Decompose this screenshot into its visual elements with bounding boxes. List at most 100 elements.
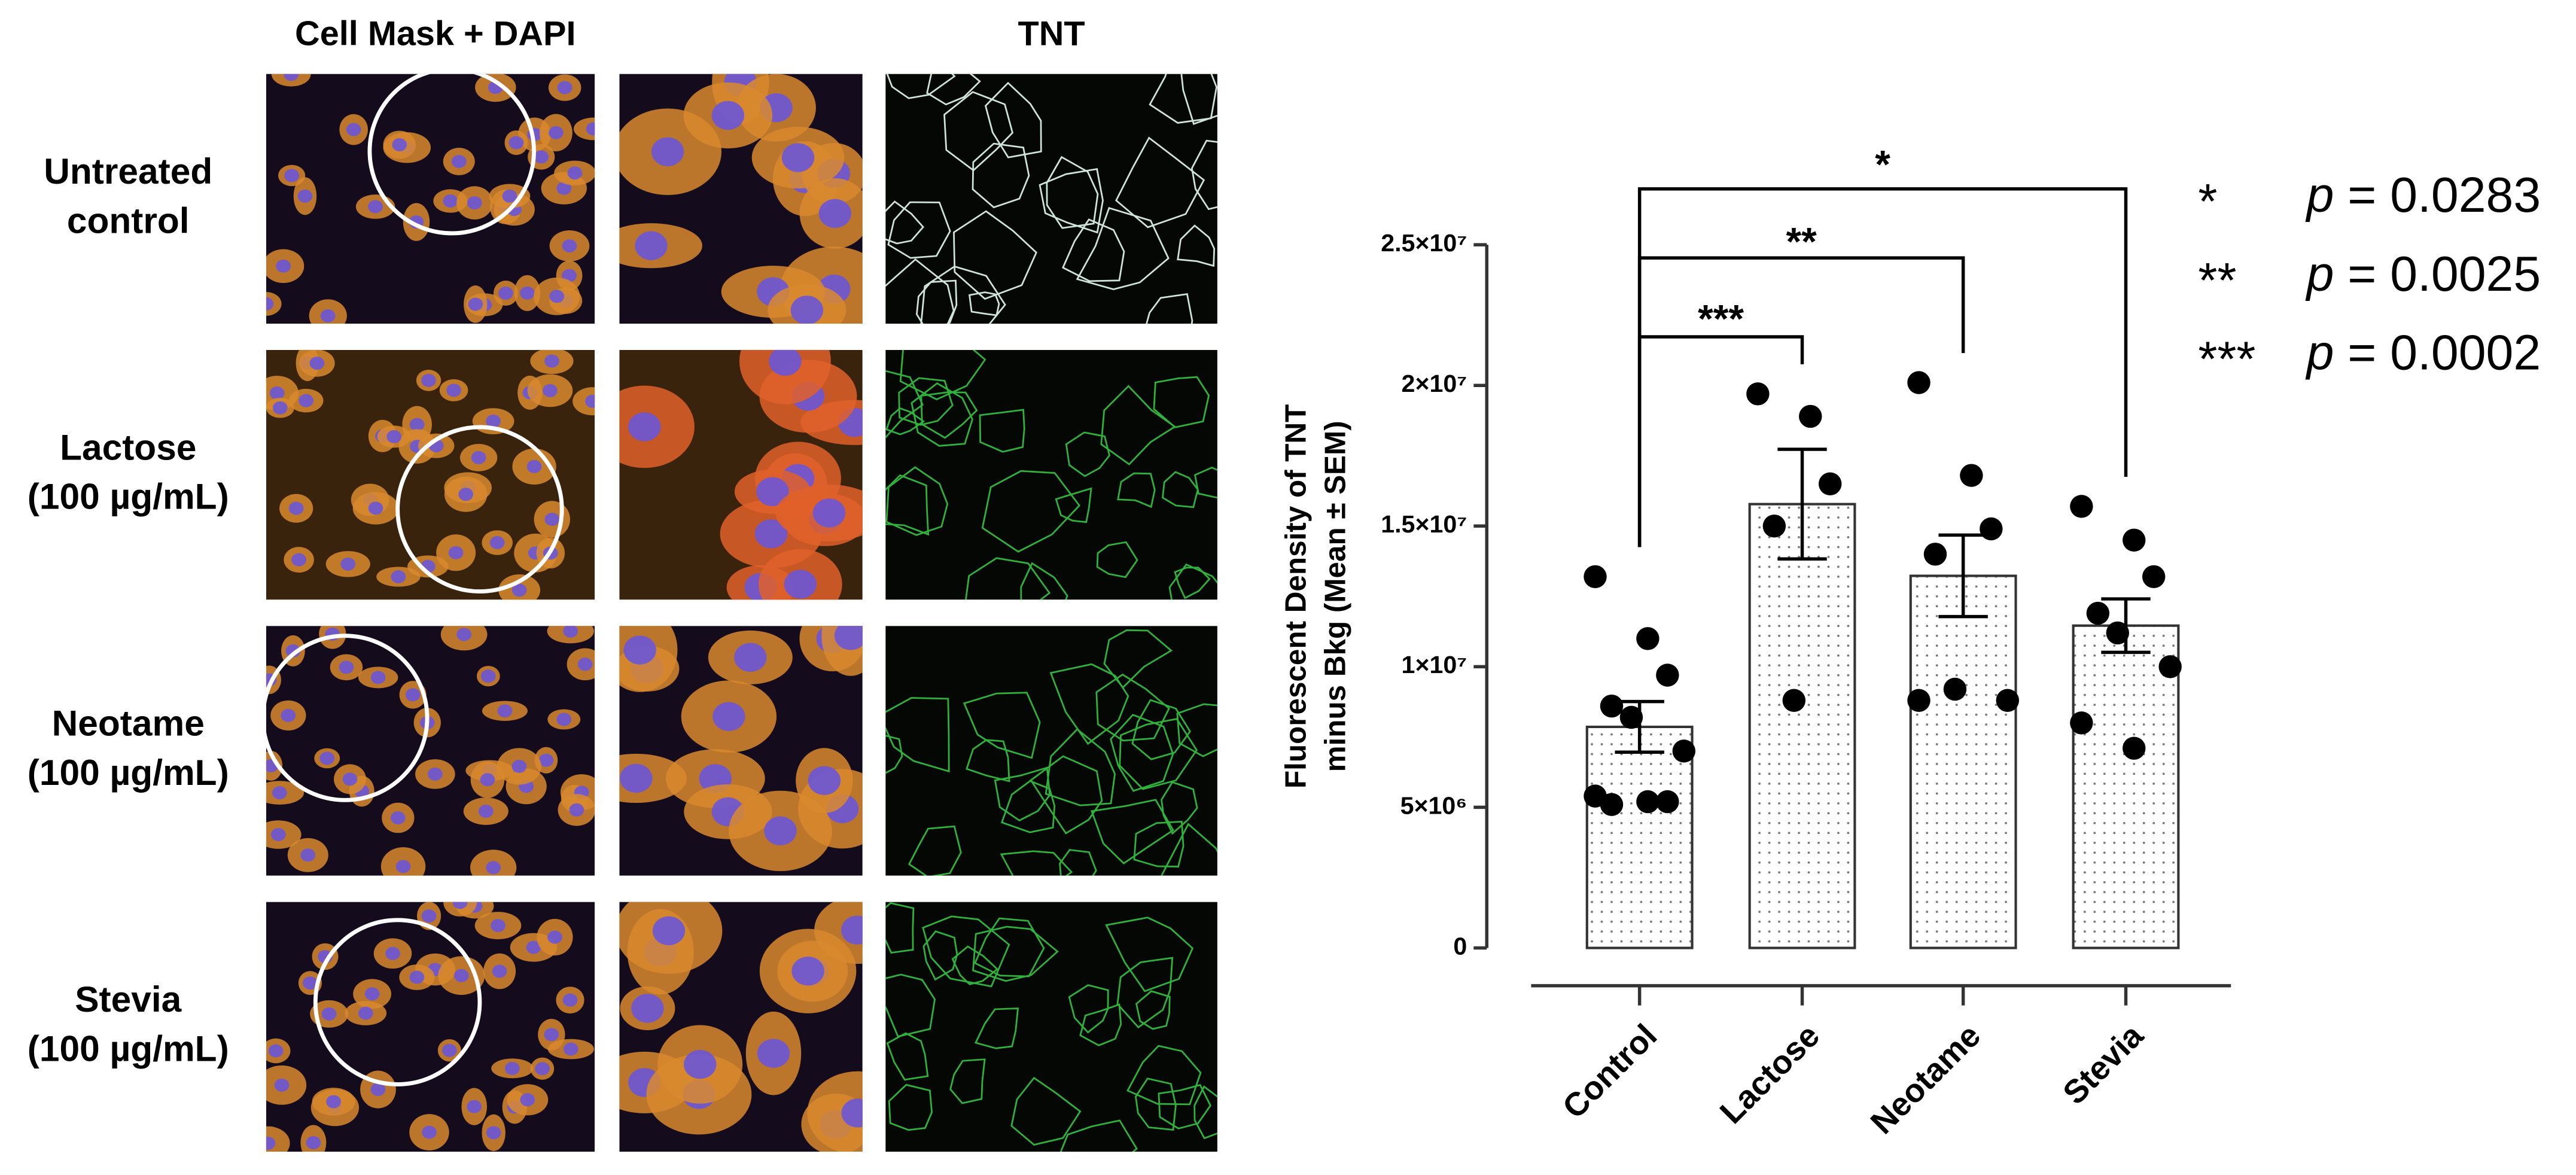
highlight-circle xyxy=(266,634,430,802)
nucleus xyxy=(480,773,495,787)
data-point xyxy=(2106,621,2129,645)
tnt-outline xyxy=(1079,1003,1122,1046)
nucleus xyxy=(409,970,425,984)
micrograph xyxy=(266,349,595,600)
nucleus xyxy=(386,430,402,443)
tnt-outline xyxy=(1119,718,1198,790)
tnt-outline xyxy=(1158,1083,1211,1130)
micrograph xyxy=(619,626,863,876)
nucleus xyxy=(684,1049,717,1079)
nucleus xyxy=(734,643,767,672)
nucleus xyxy=(395,860,411,873)
nucleus xyxy=(556,181,572,195)
y-tick-label: 1.5×10⁷ xyxy=(1381,510,1467,538)
nucleus xyxy=(370,671,386,684)
micrograph-background xyxy=(885,74,1217,324)
nucleus xyxy=(498,287,513,300)
nucleus xyxy=(635,231,668,260)
nucleus xyxy=(269,386,285,400)
tnt-outline xyxy=(1115,136,1205,229)
nucleus xyxy=(391,570,406,583)
data-point xyxy=(1782,689,1806,712)
nucleus xyxy=(504,1061,520,1075)
data-point xyxy=(1636,627,1660,650)
bar xyxy=(1909,574,2017,949)
nucleus xyxy=(281,708,296,722)
nucleus xyxy=(620,763,653,793)
tnt-outline xyxy=(885,735,903,774)
nucleus xyxy=(534,150,549,164)
nucleus xyxy=(543,383,558,397)
tnt-outline xyxy=(1180,74,1217,125)
nucleus xyxy=(346,123,361,136)
data-point xyxy=(1907,371,1931,394)
micrograph xyxy=(619,74,863,324)
tnt-outline xyxy=(1190,139,1217,211)
nucleus xyxy=(370,1083,386,1097)
data-point xyxy=(1584,565,1607,589)
row-label: Untreated xyxy=(44,151,212,191)
nucleus xyxy=(586,122,595,136)
x-tick-label: Neotame xyxy=(1864,1016,1988,1141)
tnt-outline xyxy=(1068,984,1109,1034)
nucleus xyxy=(268,1044,284,1058)
tnt-outline xyxy=(885,466,949,536)
error-bar xyxy=(1777,448,1827,561)
data-point xyxy=(1600,694,1624,718)
nucleus xyxy=(300,848,316,862)
nucleus xyxy=(339,660,354,674)
nucleus xyxy=(385,946,400,960)
tnt-outline xyxy=(922,915,1010,988)
tnt-outline xyxy=(1131,699,1191,760)
nucleus xyxy=(421,373,436,387)
tnt-outline xyxy=(949,1058,986,1104)
tnt-outline xyxy=(908,825,962,876)
nucleus xyxy=(623,635,656,665)
tnt-outline xyxy=(1176,703,1217,757)
tnt-outline xyxy=(1103,629,1173,689)
data-point xyxy=(1656,663,1679,687)
tnt-outline xyxy=(887,201,951,259)
nucleus xyxy=(291,553,306,567)
tnt-outline xyxy=(1059,1119,1138,1152)
nucleus xyxy=(544,513,560,526)
nucleus xyxy=(756,477,789,506)
tnt-outline xyxy=(972,926,1059,982)
tnt-outline xyxy=(1146,293,1193,324)
cell xyxy=(443,902,477,917)
nucleus xyxy=(319,751,335,765)
tnt-outline xyxy=(1161,781,1198,835)
nucleus xyxy=(791,956,824,986)
tnt-outline xyxy=(1133,820,1185,867)
tnt-outline xyxy=(1100,385,1177,465)
bracket-line xyxy=(1637,187,2128,547)
tnt-outline xyxy=(1161,823,1217,876)
tnt-outline xyxy=(994,766,1051,821)
tnt-outline xyxy=(1059,849,1097,876)
micrograph xyxy=(885,626,1217,876)
micrograph xyxy=(266,902,595,1152)
nucleus xyxy=(784,570,817,599)
nucleus xyxy=(841,1098,863,1128)
nucleus xyxy=(342,772,358,786)
tnt-outline xyxy=(1117,472,1156,509)
legend-value: = 0.0002 xyxy=(2347,325,2541,380)
micrograph-background xyxy=(885,626,1217,876)
nucleus xyxy=(511,759,527,773)
tnt-outline xyxy=(1116,957,1174,1028)
nucleus xyxy=(368,501,383,515)
nucleus xyxy=(549,290,565,303)
tnt-outline xyxy=(885,370,924,439)
tnt-outline xyxy=(920,265,1006,324)
nucleus xyxy=(468,297,483,311)
tnt-outline xyxy=(886,74,956,99)
nucleus xyxy=(441,1043,457,1057)
row-label: control xyxy=(67,200,190,241)
tnt-outline xyxy=(899,349,986,401)
data-point xyxy=(1672,739,1696,763)
nucleus xyxy=(422,1125,437,1139)
nucleus xyxy=(538,753,554,767)
nucleus xyxy=(563,626,578,638)
nucleus xyxy=(340,557,356,571)
